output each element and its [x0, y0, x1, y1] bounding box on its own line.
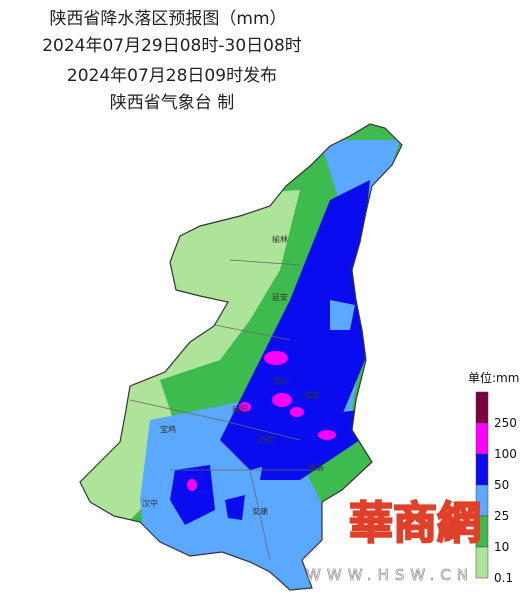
- title: 陕西省降水落区预报图（mm）: [49, 9, 286, 29]
- watermark-logo: 華商網: [349, 498, 481, 549]
- period: 2024年07月29日08时-30日08时: [42, 36, 302, 56]
- legend-swatch: [475, 391, 489, 424]
- city-label: 汉中: [142, 498, 158, 508]
- city-label: 延安: [272, 292, 288, 302]
- city-label: 宝鸡: [160, 424, 176, 434]
- watermark-url: WWW.HSW.CN: [306, 566, 474, 584]
- city-label: 商洛: [308, 462, 324, 472]
- city-label: 西安: [258, 434, 274, 444]
- legend-level: 50: [494, 478, 509, 492]
- city-label: 安康: [252, 506, 268, 516]
- legend-swatch: [475, 422, 489, 455]
- legend-level: 0.1: [494, 571, 513, 585]
- legend-swatch: [475, 546, 489, 579]
- city-label: 渭南: [304, 390, 320, 400]
- legend-level: 10: [494, 540, 509, 554]
- legend-level: 100: [494, 447, 517, 461]
- agency: 陕西省气象台 制: [110, 93, 234, 113]
- legend-level: 25: [494, 509, 509, 523]
- city-label: 咸阳: [232, 404, 248, 414]
- city-label: 榆林: [272, 234, 288, 244]
- legend-swatch: [475, 453, 489, 486]
- issued: 2024年07月28日09时发布: [67, 66, 277, 86]
- legend-title: 单位:mm: [468, 370, 519, 385]
- city-label: 铜川: [273, 376, 289, 386]
- legend-level: 250: [494, 416, 517, 430]
